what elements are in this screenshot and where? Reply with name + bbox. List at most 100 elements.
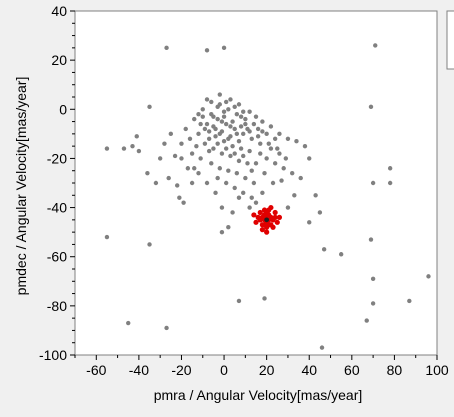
field-point xyxy=(226,225,231,230)
field-point xyxy=(172,153,178,159)
field-point xyxy=(232,126,237,132)
field-point xyxy=(200,114,205,119)
field-point xyxy=(206,136,212,141)
field-point xyxy=(307,156,312,161)
field-point xyxy=(217,166,222,171)
field-point xyxy=(272,161,278,166)
field-point xyxy=(226,107,231,112)
field-point xyxy=(262,170,267,176)
cluster-point xyxy=(272,209,278,216)
field-point xyxy=(285,205,291,210)
cluster-point xyxy=(264,229,270,235)
field-point xyxy=(226,136,231,141)
field-point xyxy=(104,146,110,151)
x-tick-label: 20 xyxy=(259,362,275,378)
field-point xyxy=(213,126,218,132)
field-point xyxy=(236,139,242,144)
y-tick-label: 40 xyxy=(51,3,67,19)
field-point xyxy=(294,139,299,144)
field-point xyxy=(221,139,227,144)
field-point xyxy=(164,325,169,331)
field-point xyxy=(249,136,254,141)
field-point xyxy=(204,180,210,186)
field-point xyxy=(196,131,201,137)
field-point xyxy=(219,151,225,156)
cluster-point xyxy=(251,212,257,218)
field-point xyxy=(215,116,220,122)
field-point xyxy=(236,158,242,164)
field-point xyxy=(407,298,412,304)
field-point xyxy=(185,166,191,171)
field-point xyxy=(198,121,203,127)
field-point xyxy=(228,124,233,129)
cluster-point xyxy=(253,219,259,225)
field-point xyxy=(264,156,269,161)
field-point xyxy=(130,143,135,149)
field-point xyxy=(196,170,201,176)
field-point xyxy=(177,195,182,200)
field-point xyxy=(187,136,193,141)
field-point xyxy=(260,190,265,196)
field-point xyxy=(232,104,237,110)
field-point xyxy=(307,220,312,225)
field-point xyxy=(277,131,282,137)
field-point xyxy=(279,178,284,183)
field-point xyxy=(302,143,308,149)
field-point xyxy=(338,252,344,257)
ticks-layer: -60 -40 -20 0 20 40 60 80 100 -100 -80 -60 -40 -20 0 20… xyxy=(39,3,449,378)
field-point xyxy=(241,109,246,114)
cluster-point xyxy=(266,222,272,228)
cluster-point xyxy=(274,219,280,225)
field-point xyxy=(370,276,376,282)
field-point xyxy=(192,116,197,122)
field-point xyxy=(262,296,267,301)
field-point xyxy=(104,234,110,240)
field-point xyxy=(202,141,208,146)
x-tick-label: 0 xyxy=(220,362,228,378)
field-point xyxy=(258,151,263,156)
field-point xyxy=(264,131,269,137)
field-point xyxy=(236,102,242,107)
y-tick-label: -40 xyxy=(47,200,67,216)
field-point xyxy=(189,151,195,156)
cluster-point xyxy=(255,214,261,220)
field-point xyxy=(223,99,229,105)
cluster-point xyxy=(259,227,265,233)
field-point xyxy=(219,119,225,124)
field-point xyxy=(204,121,210,127)
field-point xyxy=(255,134,261,139)
field-point xyxy=(270,180,276,186)
field-point xyxy=(243,121,248,127)
field-point xyxy=(266,141,271,146)
field-point xyxy=(268,146,274,151)
field-point xyxy=(179,156,184,161)
field-point xyxy=(194,143,199,149)
field-point xyxy=(258,141,263,146)
cluster-point xyxy=(276,214,283,220)
field-point xyxy=(232,185,237,191)
field-point xyxy=(121,146,127,151)
field-point xyxy=(272,136,278,141)
field-point xyxy=(243,175,248,181)
field-point xyxy=(200,107,205,112)
field-point xyxy=(290,170,295,176)
field-point xyxy=(247,109,252,114)
field-point xyxy=(145,170,150,176)
field-point xyxy=(238,146,244,151)
field-point xyxy=(234,112,240,117)
field-point xyxy=(228,97,233,102)
field-point xyxy=(230,143,235,149)
field-point xyxy=(192,166,197,171)
field-point xyxy=(253,161,259,166)
x-tick-label: -20 xyxy=(171,362,191,378)
field-point xyxy=(370,180,376,186)
field-point xyxy=(253,200,259,205)
x-tick-label: 40 xyxy=(301,362,317,378)
cluster-point xyxy=(270,224,276,230)
cluster-point xyxy=(272,214,278,220)
field-point xyxy=(162,141,167,146)
field-point xyxy=(364,318,369,323)
field-point xyxy=(215,104,220,110)
